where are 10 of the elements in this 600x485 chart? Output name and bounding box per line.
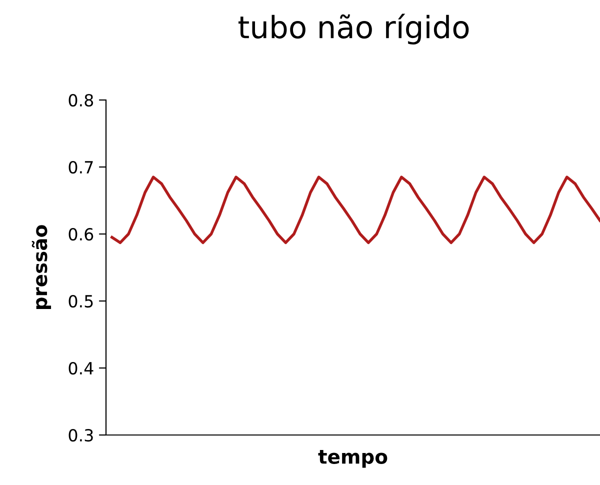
chart-title: tubo não rígido (238, 14, 469, 44)
y-tick-label: 0.5 (68, 294, 93, 308)
y-tick-label: 0.8 (68, 94, 94, 107)
line-series (110, 176, 600, 244)
y-tick-label: 0.3 (68, 428, 93, 442)
x-axis-title: tempo (318, 450, 388, 468)
y-tick-label: 0.7 (68, 160, 93, 174)
y-tick-label: 0.4 (68, 362, 94, 375)
y-axis-title: pressão (32, 225, 52, 310)
y-tick-label: 0.6 (68, 228, 94, 241)
